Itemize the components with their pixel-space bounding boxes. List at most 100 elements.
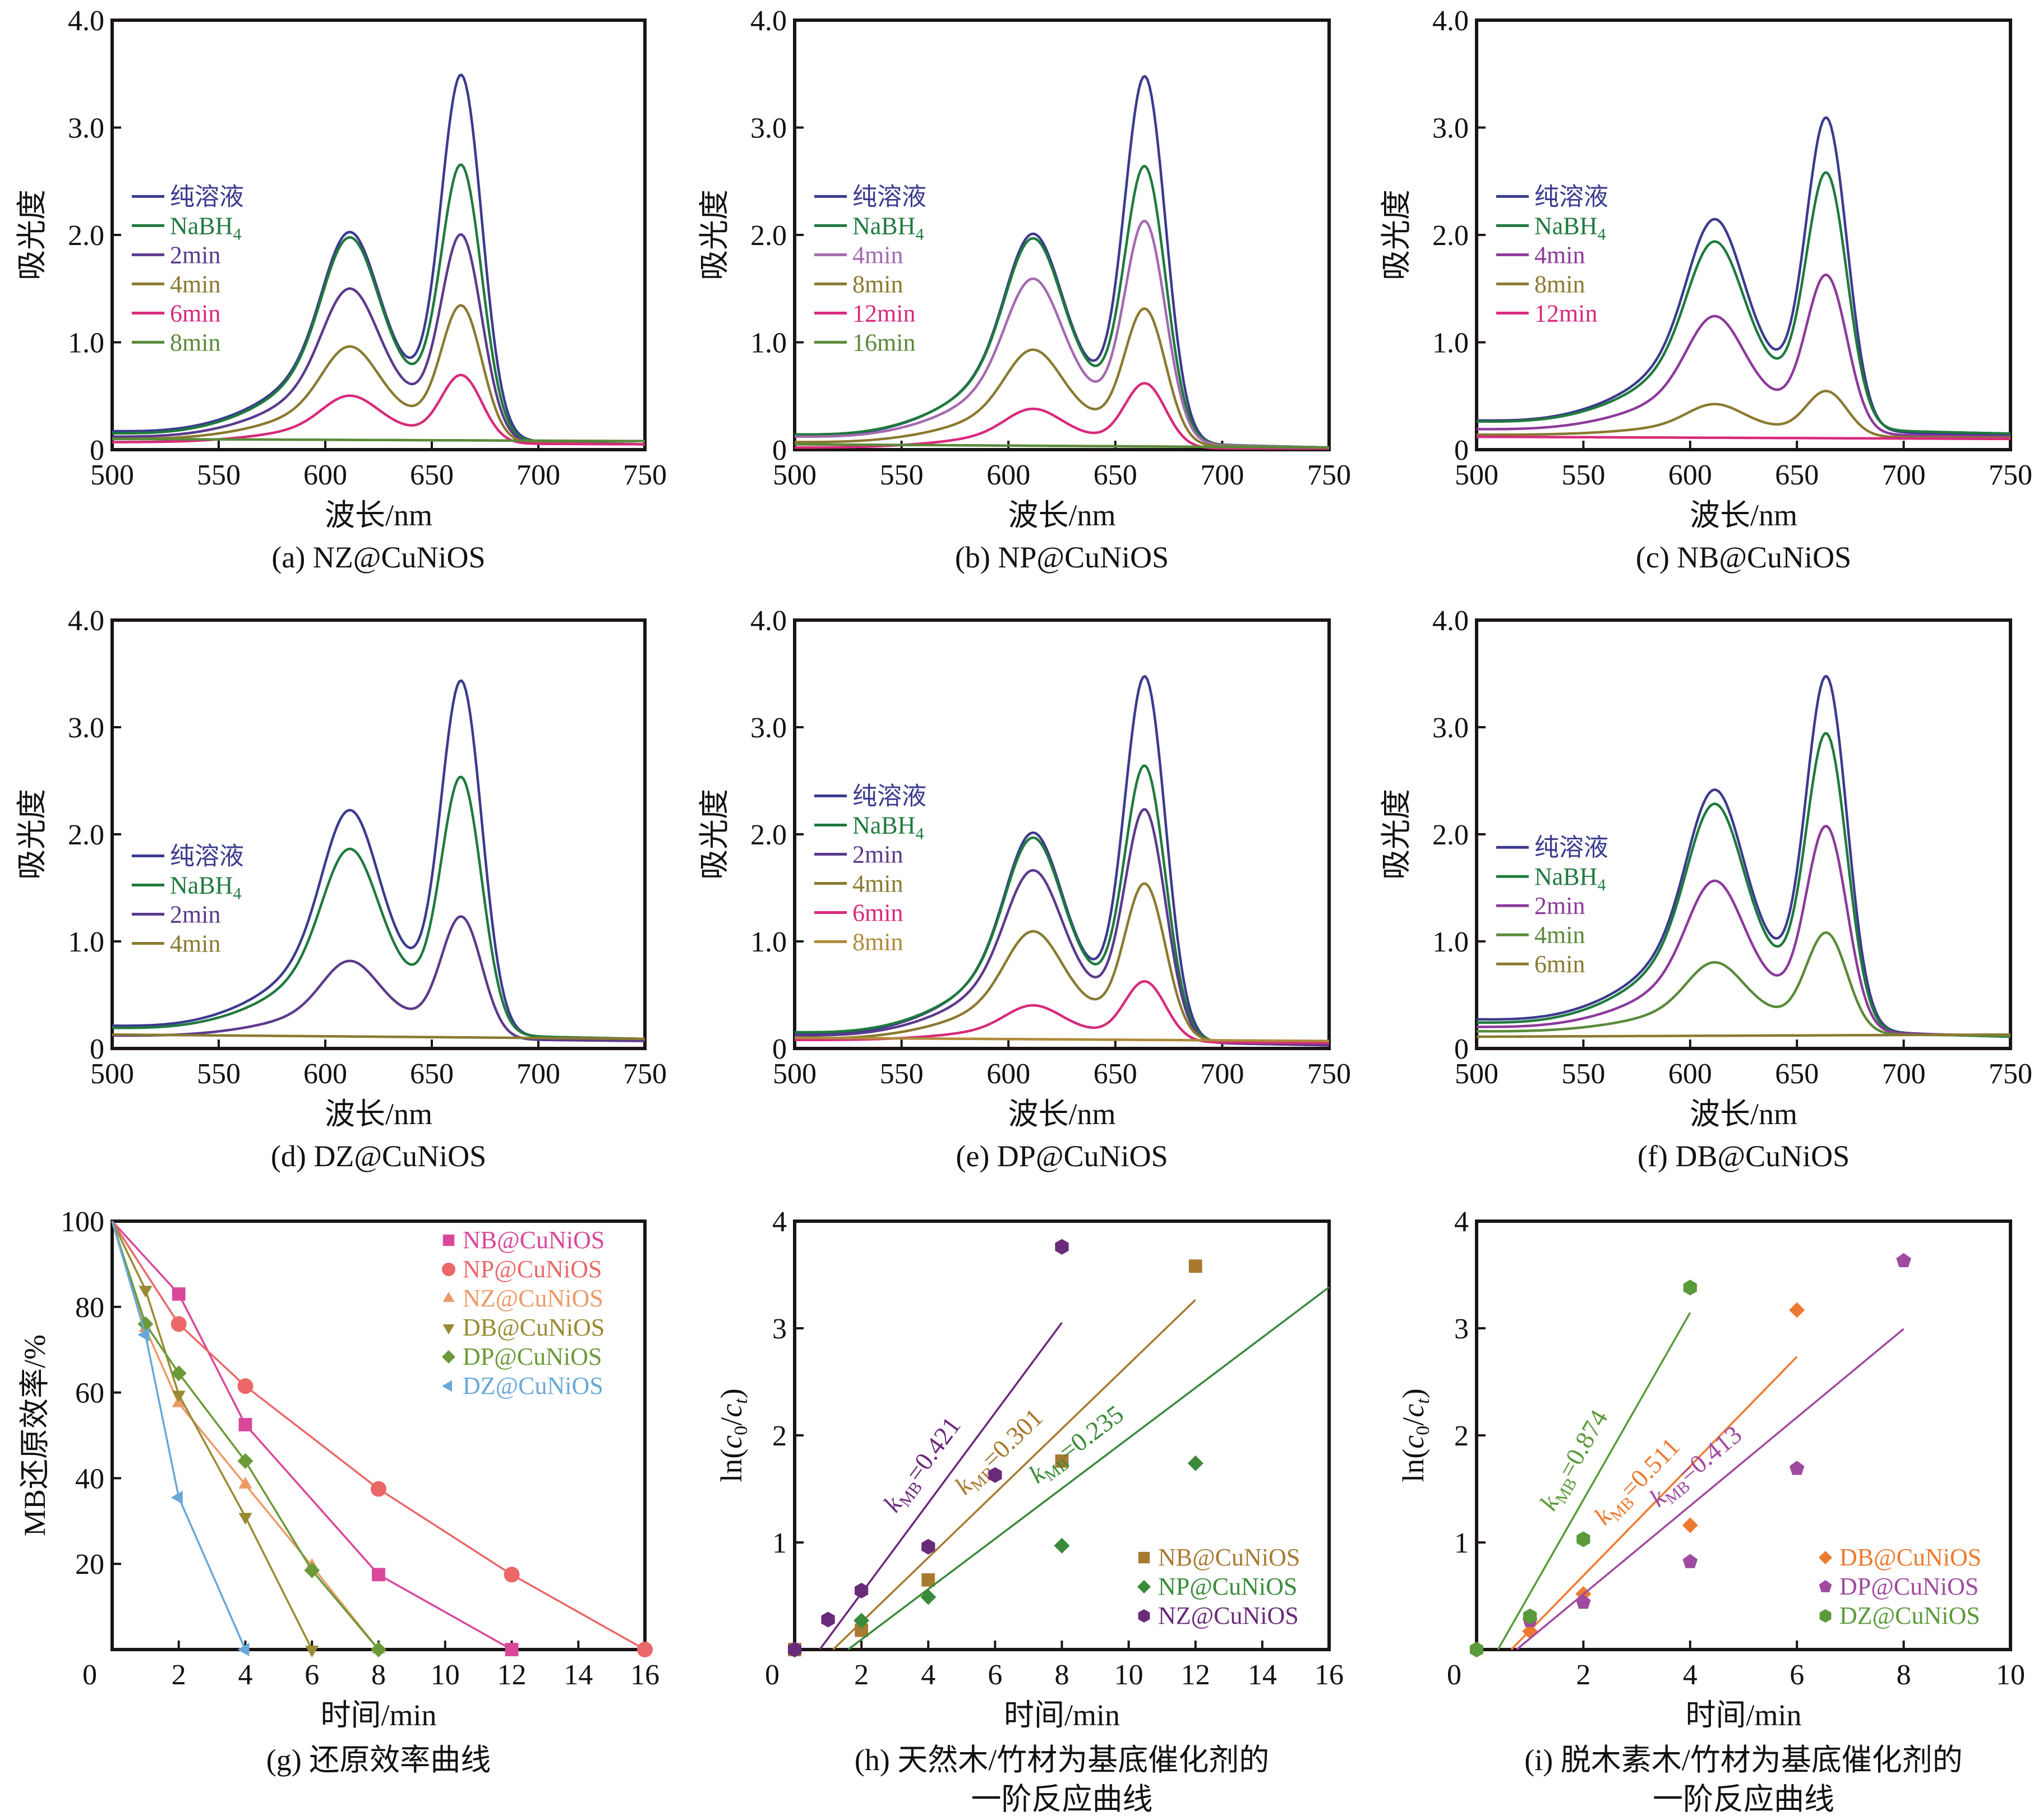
fit-line: [1497, 1312, 1691, 1650]
x-tick-label: 500: [773, 459, 817, 491]
data-point: [921, 1573, 935, 1587]
legend-label: 12min: [852, 299, 915, 327]
data-point: [238, 1476, 252, 1489]
legend-label: DZ@CuNiOS: [1839, 1602, 1980, 1629]
x-tick-label: 700: [1200, 459, 1244, 491]
data-point: [1789, 1461, 1805, 1475]
data-point: [1682, 1517, 1698, 1533]
data-point: [1576, 1595, 1591, 1609]
x-tick-label: 550: [197, 459, 241, 491]
series-line: [111, 1221, 247, 1650]
spectrum-line: [112, 915, 645, 1042]
x-tick-label: 650: [1094, 459, 1137, 491]
legend-label: 纯溶液: [852, 783, 926, 810]
legend-label: NB@CuNiOS: [1158, 1544, 1300, 1571]
fit-line: [1516, 1328, 1904, 1651]
panel-caption: (f) DB@CuNiOS: [1638, 1139, 1850, 1173]
panel-caption: (b) NP@CuNiOS: [955, 541, 1169, 574]
legend-label: 纯溶液: [170, 183, 244, 210]
x-axis-title: 时间/min: [1004, 1698, 1120, 1732]
x-tick-label: 16: [1315, 1659, 1344, 1691]
series-line: [111, 1221, 380, 1651]
y-tick-label: 60: [75, 1378, 104, 1410]
data-point: [1683, 1279, 1697, 1296]
legend-label: 6min: [852, 899, 903, 927]
y-tick-label: 1.0: [750, 926, 787, 958]
legend-label: 4min: [170, 930, 220, 957]
fit-line: [1510, 1356, 1798, 1651]
y-tick-label: 0: [90, 435, 104, 466]
legend-label: DZ@CuNiOS: [463, 1372, 603, 1399]
x-tick-label: 700: [516, 1058, 560, 1090]
x-tick-label: 650: [1094, 1058, 1137, 1090]
data-point: [988, 1467, 1002, 1483]
k-value: =0.413: [1673, 1420, 1747, 1488]
x-tick-label: 10: [1114, 1659, 1143, 1691]
x-tick-label: 500: [773, 1058, 817, 1090]
legend-label: 纯溶液: [1534, 834, 1608, 861]
y-tick-label: 3.0: [750, 712, 787, 744]
x-tick-label: 0: [765, 1659, 780, 1691]
legend-label: NB@CuNiOS: [463, 1226, 605, 1254]
y-tick-label: 1.0: [1432, 327, 1469, 359]
data-point: [1187, 1455, 1203, 1471]
legend-label: NaBH4: [1534, 212, 1606, 243]
x-tick-label: 4: [921, 1659, 935, 1691]
x-tick-label: 10: [1996, 1659, 2025, 1691]
legend-label: 12min: [1534, 299, 1597, 327]
y-axis-title: 吸光度: [15, 190, 49, 280]
x-tick-label: 750: [623, 459, 667, 491]
k-value: =0.235: [1054, 1399, 1129, 1466]
spectrum-line: [1477, 171, 2011, 435]
fit-line: [832, 1299, 1196, 1651]
x-tick-label: 650: [410, 459, 454, 491]
panel-f: 吸光度 500 550 600 650 700 750 0 1.0 2.0 3.0 4.0 波长/nm 纯…: [1380, 605, 2032, 1173]
y-tick-label: 3.0: [68, 712, 104, 744]
legend-marker: [442, 1380, 452, 1392]
legend-label: DP@CuNiOS: [1839, 1573, 1979, 1600]
data-point: [1576, 1531, 1590, 1548]
legend-label: NaBH4: [852, 812, 924, 843]
y-title-close: ): [1396, 1388, 1430, 1398]
fit-line: [819, 1322, 1063, 1651]
y-axis-title: 吸光度: [1380, 190, 1413, 280]
legend-label: 4min: [170, 270, 220, 298]
y-tick-label: 0: [772, 435, 787, 466]
y-tick-label: 3.0: [1432, 712, 1469, 744]
y-title-sub0: 0: [731, 1426, 751, 1435]
legend-label: NZ@CuNiOS: [463, 1285, 603, 1312]
spectrum-line: [795, 1036, 1329, 1042]
k-label: kMB=0.874: [1534, 1405, 1617, 1517]
k-value: =0.301: [976, 1403, 1049, 1474]
legend-label: NP@CuNiOS: [463, 1255, 602, 1283]
y-tick-label: 4.0: [1432, 605, 1469, 637]
x-axis-title: 波长/nm: [1690, 498, 1797, 532]
panel-a: 吸光度 500 550 600 650 700 750 0 1.0 2.0 3.0 4.0 波长/nm 纯…: [15, 5, 667, 574]
y-title-c: c: [714, 1404, 748, 1417]
y-axis-title: ln(c0/ct): [714, 1388, 751, 1482]
legend-marker: [1819, 1580, 1832, 1592]
panel-caption-line1: (h) 天然木/竹材为基底催化剂的: [855, 1743, 1269, 1777]
x-tick-label: 650: [410, 1058, 454, 1090]
data-point: [170, 1365, 187, 1382]
legend-label: 4min: [852, 241, 903, 269]
x-tick-label: 600: [1668, 1058, 1712, 1090]
legend-label: NaBH4: [852, 212, 924, 243]
y-tick-label: 4.0: [750, 605, 787, 637]
series-line: [111, 1221, 380, 1651]
series-line: [111, 1221, 645, 1651]
legend-marker: [1137, 1580, 1151, 1593]
panel-caption: (d) DZ@CuNiOS: [271, 1139, 486, 1173]
data-point: [305, 1646, 319, 1657]
x-tick-label: 600: [986, 459, 1030, 491]
y-title-subt: t: [731, 1398, 751, 1404]
y-axis-title: 吸光度: [15, 789, 49, 880]
x-tick-label: 2: [854, 1659, 869, 1691]
panel-c: 吸光度 500 550 600 650 700 750 0 1.0 2.0 3.0 4.0 波长/nm 纯…: [1380, 5, 2032, 574]
data-point: [1055, 1239, 1069, 1255]
